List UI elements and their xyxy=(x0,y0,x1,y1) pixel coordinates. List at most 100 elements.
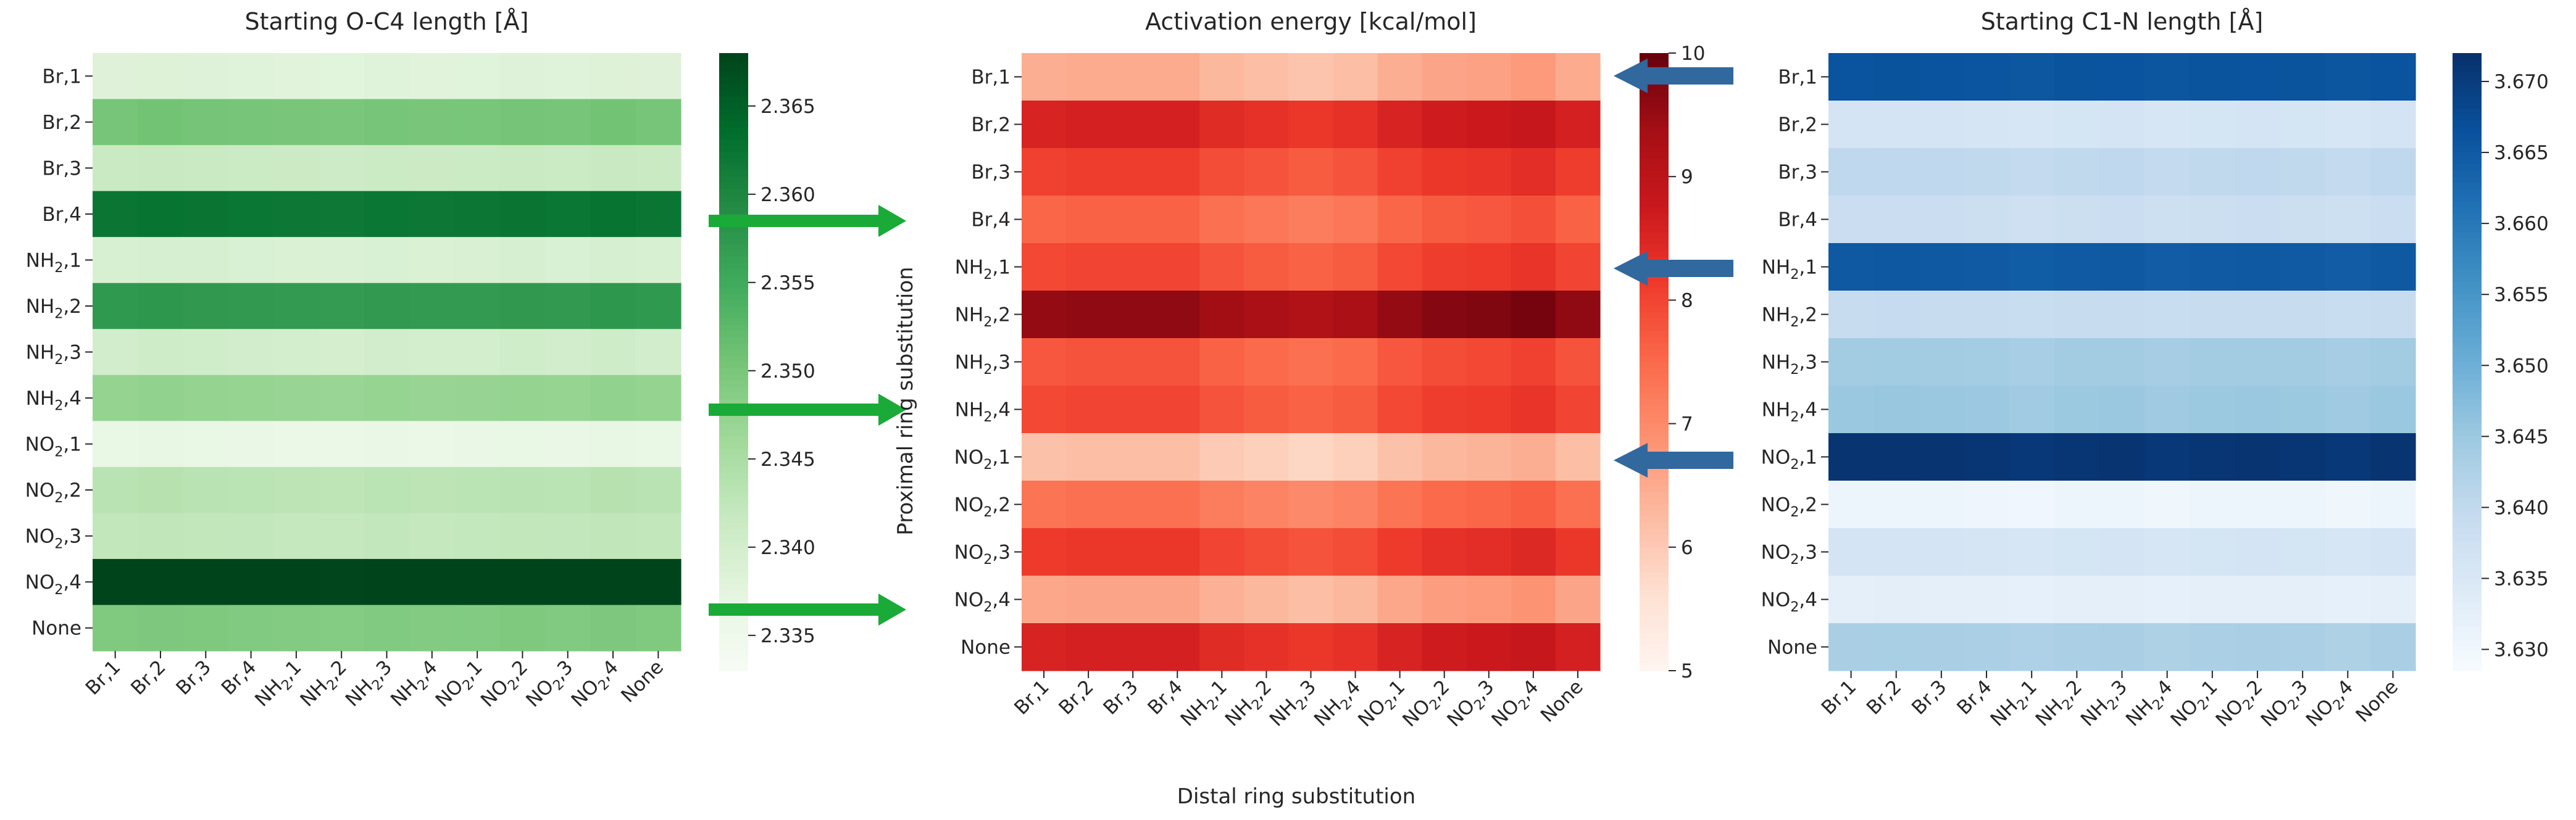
colorbar-segment xyxy=(2453,503,2482,511)
heatmap-cell xyxy=(1022,481,1067,529)
heatmap-cell xyxy=(1199,291,1244,339)
colorbar-segment xyxy=(719,547,748,554)
heatmap-cell xyxy=(2145,291,2190,339)
colorbar-segment xyxy=(1640,337,1669,344)
heatmap-cell xyxy=(635,513,682,560)
colorbar-segment xyxy=(2453,362,2482,369)
heatmap-cell xyxy=(1511,481,1556,529)
colorbar-segment xyxy=(2453,355,2482,363)
heatmap-cell xyxy=(228,375,274,421)
heatmap-cell xyxy=(454,466,501,513)
y-tick-label: None xyxy=(1767,637,1817,659)
heatmap-cell xyxy=(2054,528,2100,576)
heatmap-cell xyxy=(1022,576,1067,624)
heatmap-cell xyxy=(545,329,591,376)
colorbar-segment xyxy=(719,59,748,66)
colorbar-segment xyxy=(1640,652,1669,659)
heatmap-cell xyxy=(2009,623,2055,671)
colorbar-segment xyxy=(1640,189,1669,196)
y-tick-label: Br,3 xyxy=(971,162,1011,184)
heatmap-cell xyxy=(2099,196,2145,244)
heatmap-cell xyxy=(1066,291,1111,339)
colorbar-segment xyxy=(719,454,748,462)
colorbar-segment xyxy=(2453,522,2482,529)
colorbar-segment xyxy=(719,53,748,60)
heatmap-cell xyxy=(138,191,184,238)
heatmap-cell xyxy=(1288,623,1334,671)
heatmap-cell xyxy=(2235,623,2281,671)
colorbar-tick-label: 2.355 xyxy=(761,272,815,294)
colorbar-segment xyxy=(719,399,748,406)
colorbar-segment xyxy=(2453,53,2482,60)
colorbar-segment xyxy=(2453,374,2482,381)
heatmap-cell xyxy=(1828,338,1874,386)
heatmap-cell xyxy=(590,283,636,329)
heatmap-cell xyxy=(454,145,501,192)
colorbar-segment xyxy=(2453,497,2482,505)
heatmap-cell xyxy=(1066,481,1111,529)
colorbar-segment xyxy=(719,109,748,115)
heatmap-cell xyxy=(1333,148,1378,196)
heatmap-cell xyxy=(2280,481,2326,529)
heatmap-cell xyxy=(1511,528,1556,576)
colorbar-segment xyxy=(719,436,748,443)
heatmap-cell xyxy=(183,145,229,192)
heatmap-cell xyxy=(1288,481,1334,529)
heatmap-cell xyxy=(364,237,410,284)
heatmap-cell xyxy=(1288,101,1334,149)
colorbar-segment xyxy=(2453,232,2482,239)
colorbar-segment xyxy=(719,355,748,363)
heatmap-cell xyxy=(1066,53,1111,101)
heatmap-cell xyxy=(1964,386,2010,434)
colorbar-segment xyxy=(2453,306,2482,313)
x-tick-label: None xyxy=(1536,676,1588,727)
heatmap-cell xyxy=(1022,53,1067,101)
colorbar-segment xyxy=(2453,473,2482,480)
colorbar-segment xyxy=(1640,491,1669,499)
heatmap-cell xyxy=(1964,528,2010,576)
heatmap-cell xyxy=(635,375,682,421)
chart-title: Activation energy [kcal/mol] xyxy=(1145,8,1477,35)
heatmap-cell xyxy=(1066,338,1111,386)
heatmap-cell xyxy=(545,421,591,468)
heatmap-cell xyxy=(2009,148,2055,196)
heatmap-cell xyxy=(2099,528,2145,576)
colorbar-segment xyxy=(2453,189,2482,196)
heatmap-cell xyxy=(1377,148,1423,196)
heatmap-cell xyxy=(2280,243,2326,291)
heatmap-cell xyxy=(1333,386,1378,434)
chart-title: Starting O-C4 length [Å] xyxy=(245,8,529,35)
colorbar-tick-label: 7 xyxy=(1681,413,1693,436)
colorbar-segment xyxy=(2453,288,2482,294)
heatmap-cell xyxy=(183,99,229,146)
heatmap-cell xyxy=(2145,338,2190,386)
heatmap-cell xyxy=(1111,386,1156,434)
colorbar-segment xyxy=(1640,374,1669,381)
y-tick-label: Br,2 xyxy=(971,114,1011,136)
heatmap-cell xyxy=(138,466,184,513)
heatmap-cell xyxy=(1111,101,1156,149)
colorbar-segment xyxy=(719,596,748,603)
heatmap-cell xyxy=(2145,433,2190,481)
heatmap-cell xyxy=(319,145,365,192)
colorbar-segment xyxy=(2453,386,2482,394)
colorbar-segment xyxy=(1640,528,1669,536)
heatmap-cell xyxy=(1333,433,1378,481)
heatmap-cell xyxy=(1377,623,1423,671)
heatmap-cell xyxy=(1377,243,1423,291)
colorbar-segment xyxy=(719,460,748,468)
colorbar-segment xyxy=(1640,90,1669,97)
heatmap-cell xyxy=(1244,243,1290,291)
heatmap-cell xyxy=(319,513,365,560)
chart-title: Starting C1-N length [Å] xyxy=(1981,8,2263,35)
heatmap-cell xyxy=(2190,196,2235,244)
heatmap-cell xyxy=(2325,528,2371,576)
heatmap-cell xyxy=(1964,623,2010,671)
colorbar-segment xyxy=(719,380,748,387)
colorbar-segment xyxy=(1640,195,1669,202)
y-tick-label: Br,4 xyxy=(1778,209,1817,231)
heatmap-cell xyxy=(590,421,636,468)
heatmap-cell xyxy=(273,53,320,100)
heatmap-cell xyxy=(2235,576,2281,624)
colorbar-segment xyxy=(1640,84,1669,91)
